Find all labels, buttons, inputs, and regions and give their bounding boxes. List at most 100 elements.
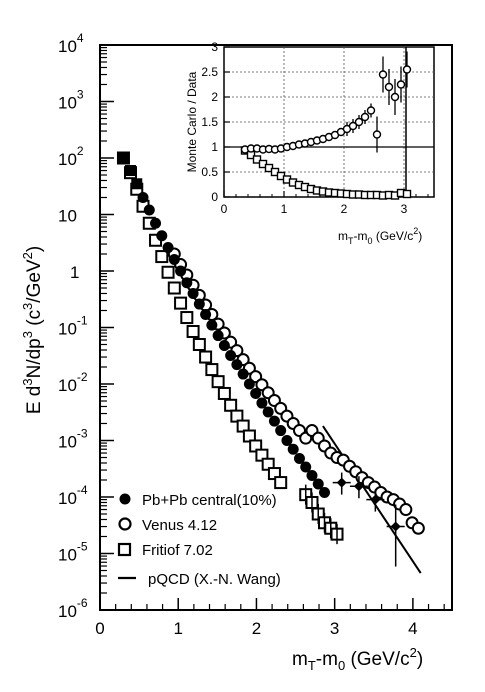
main-y-tick-label: 10-4 — [58, 483, 88, 508]
legend-label-pqcd: pQCD (X.-N. Wang) — [148, 571, 281, 588]
main-x-tick-label: 1 — [173, 619, 182, 638]
main-y-tick-label: 10-1 — [58, 314, 88, 339]
legend-marker-open-circle — [118, 517, 132, 531]
inset-x-tick-label: 1 — [281, 202, 288, 216]
pbpb-point — [306, 470, 318, 482]
main-x-tick-label: 0 — [95, 619, 104, 638]
pbpb-high-pt-point — [390, 521, 401, 532]
main-x-tick-label: 3 — [330, 619, 339, 638]
pbpb-point — [293, 453, 305, 465]
main-x-axis-title-text: mT-m0 (GeV/c2) — [292, 645, 423, 673]
pbpb-point — [212, 330, 224, 342]
pbpb-point — [181, 277, 193, 289]
inset-y-axis-title: Monte Carlo / Data — [185, 71, 199, 172]
fritiof-point — [180, 311, 194, 325]
legend-label-venus: Venus 4.12 — [142, 517, 217, 534]
inset-venus-point — [396, 80, 406, 89]
pbpb-point — [312, 478, 324, 490]
main-y-tick-label: 102 — [58, 144, 84, 169]
fritiof-point — [217, 386, 231, 400]
inset-y-tick-label: 0 — [211, 190, 218, 204]
main-y-axis-title-text: E d3N/dp3 (c3/GeV2) — [20, 246, 45, 414]
pbpb-point — [281, 435, 293, 446]
inset-y-tick-label: 1.5 — [201, 115, 218, 129]
pbpb-point — [187, 287, 199, 299]
main-y-tick-label: 1 — [70, 263, 79, 282]
pbpb-point — [131, 178, 143, 190]
fritiof-point — [155, 250, 169, 264]
pbpb-point — [125, 165, 137, 177]
inset-venus-point — [378, 70, 388, 79]
legend-entry-pbpb: Pb+Pb central(10%) — [119, 492, 277, 509]
pbpb-point — [117, 152, 129, 164]
inset-x-tick-label: 3 — [401, 202, 408, 216]
inset-y-tick-label: 1 — [211, 140, 218, 154]
main-y-tick-label: 10-3 — [58, 427, 88, 452]
main-y-tick-label: 10-6 — [58, 596, 88, 621]
inset-venus-point — [402, 65, 412, 74]
inset-venus-point — [372, 130, 382, 139]
fritiof-point — [174, 296, 188, 310]
fritiof-point — [167, 281, 181, 295]
legend-entry-fritiof: Fritiof 7.02 — [117, 542, 213, 559]
inset-x-axis-title: mT-m0 (GeV/c2) — [338, 226, 422, 246]
fritiof-point — [192, 338, 206, 352]
pbpb-point — [162, 242, 174, 254]
pbpb-point — [256, 397, 268, 409]
legend-marker-open-square — [117, 542, 132, 557]
pbpb-point — [262, 406, 274, 418]
pbpb-point — [275, 425, 287, 437]
pbpb-point — [231, 359, 243, 371]
pbpb-point — [150, 217, 162, 229]
venus-point — [411, 521, 425, 535]
inset-venus-point — [354, 117, 364, 127]
legend: Pb+Pb central(10%) Venus 4.12 Fritiof 7.… — [117, 492, 281, 588]
main-x-ticks: 0 1 2 3 4 — [95, 598, 445, 638]
pbpb-point — [225, 349, 237, 361]
legend-marker-filled-circle — [119, 493, 131, 505]
pbpb-point — [237, 368, 249, 380]
inset-x-axis-title-text: mT-m0 (GeV/c2) — [338, 226, 422, 246]
legend-label-pbpb: Pb+Pb central(10%) — [142, 492, 277, 509]
fritiof-point — [199, 350, 213, 364]
main-y-tick-label: 10 — [58, 207, 77, 226]
inset-fritiof-point — [402, 189, 412, 199]
pbpb-point — [143, 204, 155, 216]
pbpb-point — [300, 461, 312, 473]
inset-y-tick-label: 2 — [211, 90, 218, 104]
main-x-tick-label: 2 — [252, 619, 261, 638]
inset-y-tick-label: 3 — [211, 40, 218, 54]
main-y-tick-label: 103 — [58, 88, 84, 113]
main-y-tick-label: 104 — [58, 31, 84, 56]
pbpb-point — [175, 265, 187, 277]
fritiof-point — [186, 324, 200, 338]
pbpb-point — [250, 387, 262, 399]
main-x-axis-title: mT-m0 (GeV/c2) — [292, 645, 423, 673]
venus-point — [399, 503, 413, 517]
pbpb-high-pt-point — [336, 477, 347, 488]
inset-ratio-chart: 0 1 2 3 0 0.5 1 1.5 2 2.5 3 Monte Carlo / Data mT… — [185, 40, 435, 246]
inset-venus-point — [348, 121, 358, 131]
pbpb-high-pt-point — [353, 481, 364, 492]
inset-venus-point — [384, 82, 394, 92]
inset-venus-point — [360, 112, 370, 122]
fritiof-point — [224, 398, 238, 412]
main-x-tick-label: 4 — [408, 619, 417, 638]
main-y-ticks: 10-6 10-5 10-4 10-3 10-2 10-1 1 10 102 103 104 — [58, 31, 114, 621]
fritiof-point — [161, 265, 175, 279]
pbpb-point — [318, 487, 330, 499]
pbpb-point — [268, 415, 280, 427]
inset-venus-point — [366, 106, 376, 115]
pbpb-point — [206, 319, 218, 331]
main-data-marks — [116, 151, 425, 574]
legend-label-fritiof: Fritiof 7.02 — [142, 542, 213, 559]
inset-y-tick-label: 0.5 — [201, 165, 218, 179]
inset-venus-point — [390, 92, 400, 102]
main-y-tick-label: 10-5 — [58, 540, 88, 565]
fritiof-point — [274, 476, 288, 490]
main-y-axis-title: E d3N/dp3 (c3/GeV2) — [20, 246, 45, 414]
pbpb-point — [193, 298, 205, 310]
legend-entry-venus: Venus 4.12 — [118, 517, 217, 534]
fritiof-point — [211, 375, 225, 389]
